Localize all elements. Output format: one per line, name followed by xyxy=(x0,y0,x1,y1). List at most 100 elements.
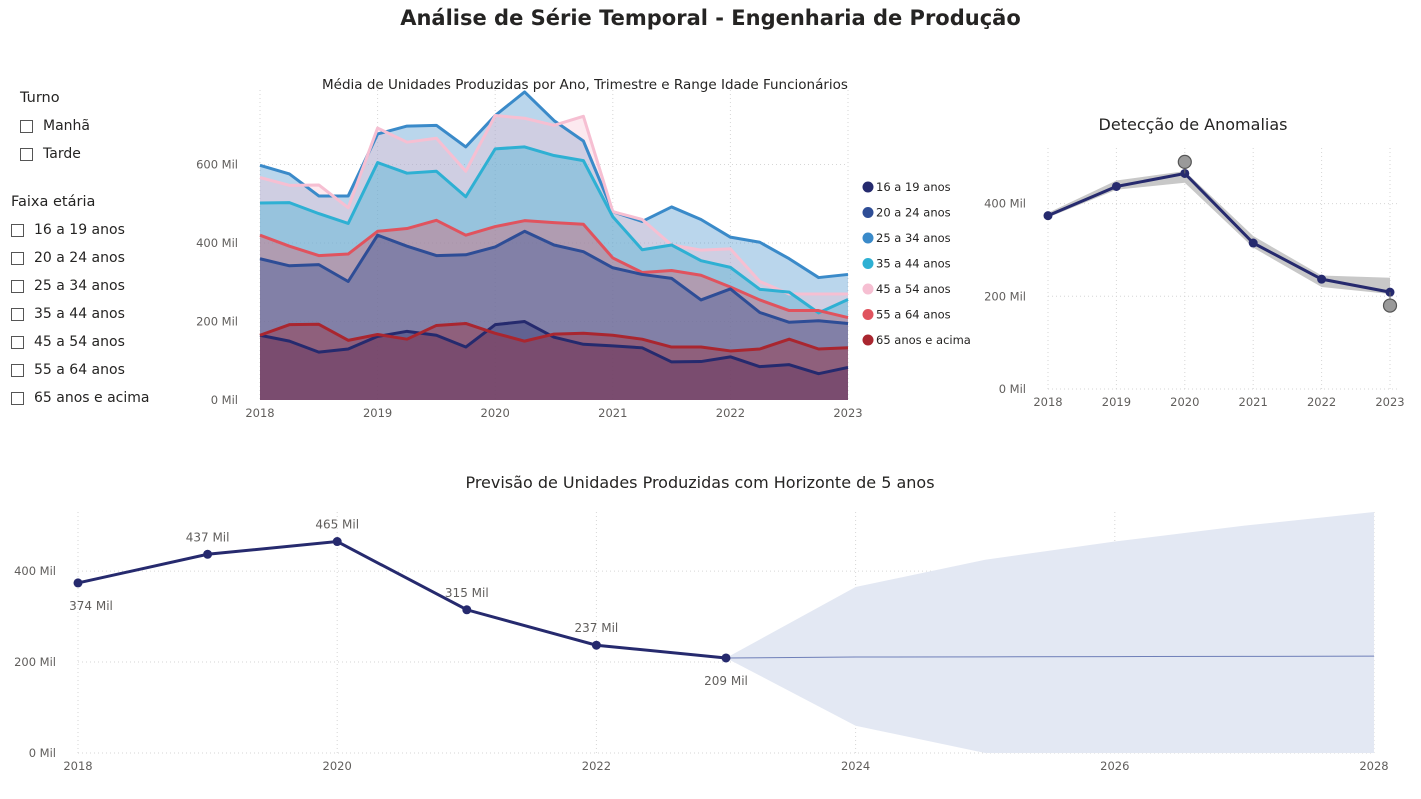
legend-marker xyxy=(862,181,874,193)
data-label: 374 Mil xyxy=(69,599,113,613)
legend-marker xyxy=(862,309,874,320)
series-line-s20 xyxy=(259,229,849,325)
x-tick-label: 2019 xyxy=(1102,395,1131,409)
x-tick-label: 2023 xyxy=(1375,395,1404,409)
anomaly-data-point xyxy=(1111,181,1121,191)
x-tick-label: 2018 xyxy=(1033,395,1062,409)
option-label: 35 a 44 anos xyxy=(34,306,125,322)
option-label: 20 a 24 anos xyxy=(34,250,125,266)
anomaly-data-point xyxy=(1248,238,1258,248)
checkbox[interactable] xyxy=(11,335,24,349)
faixa-option-25-34[interactable]: 25 a 34 anos xyxy=(11,272,149,300)
forecast-mean-line xyxy=(725,655,1375,659)
forecast-data-point xyxy=(591,640,601,650)
forecast-data-point xyxy=(462,605,472,615)
faixa-option-35-44[interactable]: 35 a 44 anos xyxy=(11,300,149,328)
turno-option-tarde[interactable]: Tarde xyxy=(20,140,90,168)
y-tick-label: 0 Mil xyxy=(29,746,56,760)
faixa-option-45-54[interactable]: 45 a 54 anos xyxy=(11,328,149,356)
x-tick-label: 2028 xyxy=(1359,759,1388,773)
expected-range-band xyxy=(1048,171,1390,294)
data-label: 465 Mil xyxy=(315,518,359,532)
option-label: Tarde xyxy=(43,146,81,162)
series-line-s45 xyxy=(259,114,848,296)
legend-label: 45 a 54 anos xyxy=(876,282,951,296)
forecast-data-point xyxy=(721,653,731,663)
x-tick-label: 2020 xyxy=(323,759,352,773)
x-tick-label: 2022 xyxy=(716,406,745,420)
anomaly-marker xyxy=(1382,298,1398,313)
y-tick-label: 200 Mil xyxy=(196,315,238,329)
series-line-s16 xyxy=(259,320,849,376)
option-label: 55 a 64 anos xyxy=(34,362,125,378)
option-label: 16 a 19 anos xyxy=(34,222,125,238)
x-tick-label: 2022 xyxy=(582,759,611,773)
checkbox[interactable] xyxy=(11,307,24,321)
checkbox[interactable] xyxy=(11,251,24,265)
series-line-s65 xyxy=(259,321,849,353)
x-tick-label: 2023 xyxy=(833,406,862,420)
faixa-option-65-acima[interactable]: 65 anos e acima xyxy=(11,384,149,412)
checkbox[interactable] xyxy=(11,223,24,237)
data-label: 237 Mil xyxy=(575,621,619,635)
legend-label: 35 a 44 anos xyxy=(876,257,951,271)
legend-marker xyxy=(862,258,874,269)
faixa-option-20-24[interactable]: 20 a 24 anos xyxy=(11,244,149,272)
legend-marker xyxy=(862,207,874,218)
faixa-option-16-19[interactable]: 16 a 19 anos xyxy=(11,216,149,244)
anomaly-marker xyxy=(1177,154,1192,170)
x-tick-label: 2020 xyxy=(1170,395,1199,409)
series-line-s55 xyxy=(259,218,849,320)
faixa-option-55-64[interactable]: 55 a 64 anos xyxy=(11,356,149,384)
forecast-data-point xyxy=(73,578,83,588)
checkbox[interactable] xyxy=(20,147,33,161)
page-title: Análise de Série Temporal - Engenharia d… xyxy=(400,6,1021,30)
area-fill-s65 xyxy=(260,323,848,400)
forecast-data-point xyxy=(332,537,342,547)
option-label: 45 a 54 anos xyxy=(34,334,125,350)
legend-marker xyxy=(862,334,874,346)
series-line-s35 xyxy=(259,145,849,315)
data-label: 315 Mil xyxy=(445,586,489,600)
legend-label: 55 a 64 anos xyxy=(876,308,951,322)
area-chart-title: Média de Unidades Produzidas por Ano, Tr… xyxy=(322,77,848,93)
area-fill-s55 xyxy=(260,220,848,400)
turno-option-manha[interactable]: Manhã xyxy=(20,112,90,140)
data-label: 209 Mil xyxy=(704,674,748,688)
checkbox[interactable] xyxy=(11,391,24,405)
y-tick-label: 400 Mil xyxy=(984,197,1026,211)
y-tick-label: 200 Mil xyxy=(14,655,56,669)
x-tick-label: 2022 xyxy=(1307,395,1336,409)
anomaly-series-line xyxy=(1047,171,1391,294)
checkbox[interactable] xyxy=(11,279,24,293)
area-fill-s45 xyxy=(260,115,848,400)
turno-slicer-header: Turno xyxy=(20,90,60,106)
forecast-chart: Previsão de Unidades Produzidas com Hori… xyxy=(14,473,1389,773)
checkbox[interactable] xyxy=(20,119,33,133)
y-tick-label: 200 Mil xyxy=(984,289,1026,303)
option-label: Manhã xyxy=(43,118,90,134)
option-label: 25 a 34 anos xyxy=(34,278,125,294)
area-fill-s20 xyxy=(260,231,848,400)
legend-label: 65 anos e acima xyxy=(876,333,971,347)
legend-marker xyxy=(862,232,874,244)
y-tick-label: 0 Mil xyxy=(999,382,1026,396)
x-tick-label: 2021 xyxy=(598,406,627,420)
legend-label: 20 a 24 anos xyxy=(876,206,951,220)
legend-label: 25 a 34 anos xyxy=(876,231,951,245)
anomaly-chart: Detecção de Anomalias 0 Mil 200 Mil 400 Mil… xyxy=(984,115,1405,409)
turno-slicer: Turno Manhã Tarde xyxy=(20,90,90,168)
legend-marker xyxy=(862,283,874,295)
area-chart: Média de Unidades Produzidas por Ano, Tr… xyxy=(196,77,971,420)
y-tick-label: 400 Mil xyxy=(14,564,56,578)
faixa-slicer-header: Faixa etária xyxy=(11,194,96,210)
x-tick-label: 2024 xyxy=(841,759,870,773)
x-tick-label: 2021 xyxy=(1239,395,1268,409)
forecast-confidence-band xyxy=(726,512,1374,753)
data-label: 437 Mil xyxy=(186,530,230,544)
y-tick-label: 0 Mil xyxy=(211,393,238,407)
checkbox[interactable] xyxy=(11,363,24,377)
option-label: 65 anos e acima xyxy=(34,390,150,406)
forecast-chart-title: Previsão de Unidades Produzidas com Hori… xyxy=(465,473,934,492)
